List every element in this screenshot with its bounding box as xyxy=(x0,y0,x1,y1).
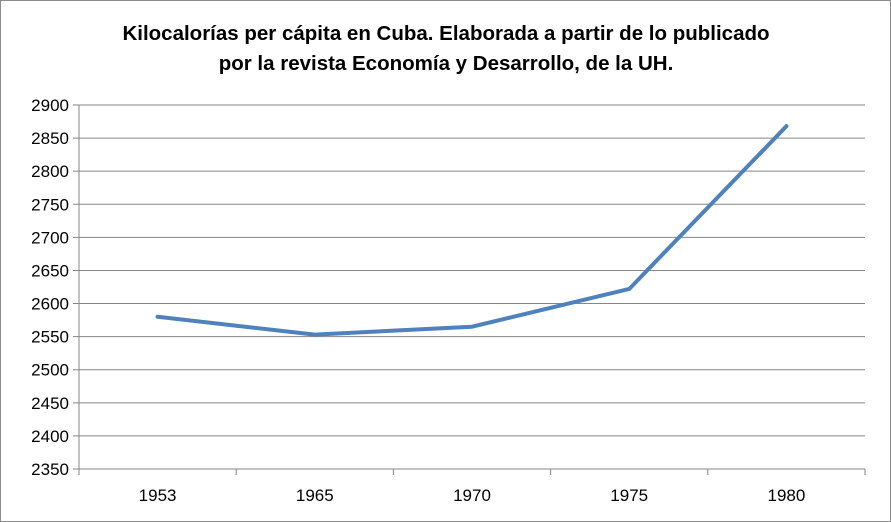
x-tick-label: 1965 xyxy=(296,486,334,505)
chart-title: Kilocalorías per cápita en Cuba. Elabora… xyxy=(122,22,770,75)
x-tick-label: 1953 xyxy=(139,486,177,505)
y-tick-label: 2650 xyxy=(31,261,69,280)
y-tick-label: 2700 xyxy=(31,228,69,247)
y-tick-label: 2400 xyxy=(31,427,69,446)
y-tick-label: 2500 xyxy=(31,361,69,380)
x-tick-label: 1970 xyxy=(453,486,491,505)
y-tick-label: 2550 xyxy=(31,328,69,347)
y-tick-label: 2350 xyxy=(31,460,69,479)
x-tick-label: 1980 xyxy=(767,486,805,505)
series-line xyxy=(155,124,789,337)
y-tick-label: 2750 xyxy=(31,195,69,214)
y-tick-label: 2800 xyxy=(31,162,69,181)
y-tick-label: 2600 xyxy=(31,295,69,314)
y-tick-label: 2850 xyxy=(31,129,69,148)
y-tick-label: 2900 xyxy=(31,96,69,115)
y-tick-label: 2450 xyxy=(31,394,69,413)
x-tick-label: 1975 xyxy=(610,486,648,505)
